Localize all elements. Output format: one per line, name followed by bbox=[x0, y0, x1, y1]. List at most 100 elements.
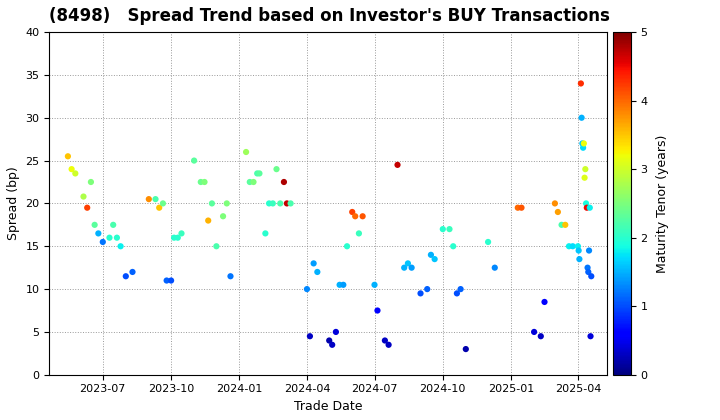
Text: (8498)   Spread Trend based on Investor's BUY Transactions: (8498) Spread Trend based on Investor's … bbox=[50, 7, 611, 25]
Point bbox=[308, 260, 320, 267]
Point bbox=[577, 140, 588, 147]
Point bbox=[383, 341, 395, 348]
Point bbox=[528, 328, 540, 335]
Point bbox=[172, 234, 184, 241]
Point bbox=[326, 341, 338, 348]
Point bbox=[278, 178, 289, 185]
Point bbox=[104, 234, 115, 241]
Point bbox=[244, 178, 256, 185]
Point bbox=[552, 209, 564, 215]
Point bbox=[578, 140, 590, 147]
Point bbox=[584, 205, 595, 211]
Point bbox=[150, 196, 161, 202]
Point bbox=[97, 239, 109, 245]
Point bbox=[426, 252, 437, 258]
Point bbox=[143, 196, 155, 202]
Point bbox=[516, 205, 527, 211]
Point bbox=[264, 200, 275, 207]
Point bbox=[89, 221, 100, 228]
Point bbox=[402, 260, 414, 267]
Point bbox=[127, 269, 138, 276]
Point bbox=[398, 264, 410, 271]
Point bbox=[274, 200, 286, 207]
Point bbox=[81, 205, 93, 211]
Point bbox=[369, 281, 380, 288]
Point bbox=[580, 166, 591, 173]
Point bbox=[353, 230, 364, 237]
Point bbox=[574, 256, 585, 262]
Point bbox=[379, 337, 391, 344]
Point bbox=[176, 230, 187, 237]
Point bbox=[225, 273, 236, 280]
Point bbox=[166, 277, 177, 284]
Point bbox=[281, 200, 292, 207]
Point bbox=[580, 200, 592, 207]
Point bbox=[107, 221, 119, 228]
Point bbox=[267, 200, 279, 207]
Point bbox=[429, 256, 441, 262]
Point bbox=[583, 247, 595, 254]
Point bbox=[556, 221, 567, 228]
Point bbox=[301, 286, 312, 292]
Point bbox=[330, 328, 342, 335]
Point bbox=[211, 243, 222, 249]
Point bbox=[447, 243, 459, 249]
Point bbox=[549, 200, 561, 207]
Point bbox=[78, 193, 89, 200]
Point bbox=[489, 264, 500, 271]
Point bbox=[579, 174, 590, 181]
Point bbox=[251, 170, 263, 177]
Point bbox=[199, 178, 210, 185]
Point bbox=[85, 178, 96, 185]
Point bbox=[576, 114, 588, 121]
Point bbox=[70, 170, 81, 177]
Point bbox=[349, 213, 361, 220]
Point bbox=[372, 307, 383, 314]
Point bbox=[585, 273, 597, 280]
Point bbox=[455, 286, 467, 292]
Point bbox=[341, 243, 353, 249]
Point bbox=[202, 217, 214, 224]
Point bbox=[539, 299, 550, 305]
Point bbox=[482, 239, 494, 245]
Point bbox=[189, 157, 200, 164]
Point bbox=[334, 281, 346, 288]
Point bbox=[323, 337, 335, 344]
Point bbox=[572, 243, 584, 249]
Point bbox=[437, 226, 449, 233]
X-axis label: Trade Date: Trade Date bbox=[294, 400, 362, 413]
Point bbox=[66, 166, 77, 173]
Point bbox=[567, 243, 578, 249]
Point bbox=[573, 247, 585, 254]
Point bbox=[217, 213, 229, 220]
Point bbox=[585, 333, 596, 340]
Point bbox=[253, 170, 265, 177]
Point bbox=[111, 234, 122, 241]
Point bbox=[285, 200, 297, 207]
Point bbox=[153, 205, 165, 211]
Point bbox=[338, 281, 349, 288]
Point bbox=[577, 144, 589, 151]
Point bbox=[168, 234, 180, 241]
Point bbox=[304, 333, 315, 340]
Point bbox=[460, 346, 472, 352]
Point bbox=[512, 205, 523, 211]
Point bbox=[421, 286, 433, 292]
Point bbox=[115, 243, 127, 249]
Point bbox=[161, 277, 172, 284]
Point bbox=[535, 333, 546, 340]
Point bbox=[451, 290, 463, 297]
Point bbox=[563, 243, 575, 249]
Point bbox=[157, 200, 168, 207]
Point bbox=[582, 269, 594, 276]
Y-axis label: Spread (bp): Spread (bp) bbox=[7, 167, 20, 240]
Point bbox=[93, 230, 104, 237]
Point bbox=[582, 264, 593, 271]
Point bbox=[575, 80, 587, 87]
Point bbox=[357, 213, 369, 220]
Point bbox=[415, 290, 426, 297]
Point bbox=[221, 200, 233, 207]
Point bbox=[346, 209, 358, 215]
Point bbox=[312, 269, 323, 276]
Point bbox=[559, 221, 571, 228]
